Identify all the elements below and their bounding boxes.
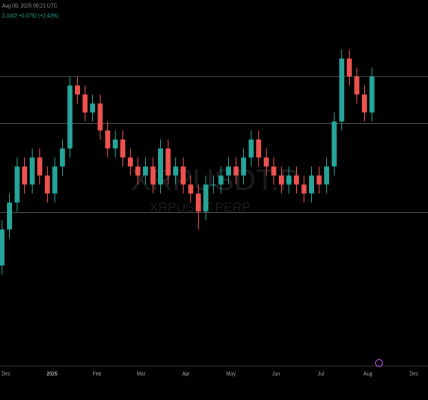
x-tick-label: Mar [137, 371, 146, 377]
x-tick-label: 2025 [46, 371, 57, 377]
event-icon [375, 359, 383, 367]
candle-body [37, 157, 43, 176]
candle-body [22, 166, 28, 185]
x-tick-label: May [226, 371, 236, 377]
candle-body [324, 166, 330, 185]
candle-body [346, 58, 352, 77]
candle-body [150, 166, 156, 185]
candle-body [316, 175, 322, 185]
candle-body [263, 157, 269, 167]
candle-body [59, 148, 65, 167]
quote: 3.3302 +0.0792 (+2.43%) [2, 13, 59, 19]
candle-body [286, 175, 292, 185]
candle-body [188, 184, 194, 194]
x-tick-label: Jul [318, 371, 324, 377]
candle-body [97, 103, 103, 131]
candle-body [293, 175, 299, 185]
candle-body [90, 103, 96, 113]
candle-body [29, 157, 35, 185]
candle-body [112, 139, 118, 149]
header: Aug 08, 2025 09:21 UTC [2, 3, 58, 9]
candle-body [180, 166, 186, 185]
x-tick-label: Dec [2, 371, 11, 377]
candle-body [233, 166, 239, 176]
candle-body [135, 166, 141, 176]
candle-body [195, 193, 201, 212]
candle-body [248, 139, 254, 158]
candle-body [361, 94, 367, 113]
candle-body [218, 175, 224, 185]
candle-body [67, 85, 73, 149]
candle-body [120, 139, 126, 158]
candle-body [75, 85, 80, 95]
candle-body [369, 76, 375, 113]
candle-body [271, 166, 277, 176]
candle-body [127, 157, 133, 167]
x-tick-label: Feb [93, 371, 102, 377]
candle-body [82, 94, 88, 113]
x-tick-label: Jun [272, 371, 280, 377]
candle-body [331, 121, 337, 167]
candle-body [339, 58, 345, 122]
candle-body [278, 175, 284, 185]
x-tick-label: Aug [364, 371, 373, 377]
candle-body [165, 148, 171, 176]
x-tick-label: Dec [410, 371, 419, 377]
candle-body [226, 166, 231, 176]
candle-body [52, 166, 58, 194]
candle-body [309, 175, 315, 194]
candle-body [142, 166, 148, 176]
x-tick-label: Apr [182, 371, 190, 377]
candle-body [158, 148, 164, 185]
candle-body [44, 175, 50, 194]
candle-body [7, 202, 13, 230]
candle-body [203, 184, 209, 212]
candle-body [105, 130, 111, 149]
candle-body [0, 229, 5, 266]
candle-body [14, 166, 20, 203]
candle-body [241, 157, 247, 176]
candle-body [173, 166, 179, 176]
candle-body [210, 184, 216, 186]
candle-body [301, 184, 307, 194]
candle-body [256, 139, 262, 158]
candle-body [354, 76, 360, 95]
